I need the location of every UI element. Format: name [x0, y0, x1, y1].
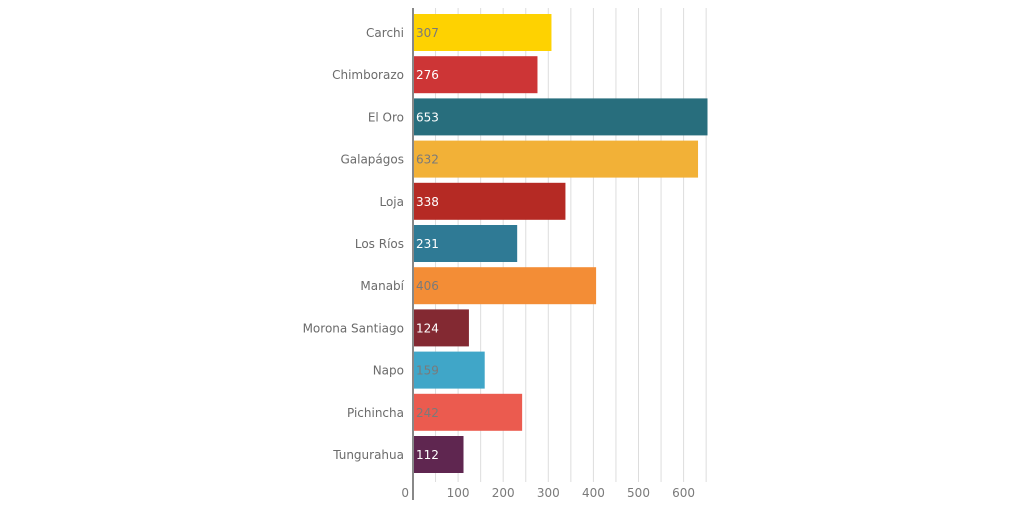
- bar-7: [413, 309, 469, 347]
- bar-value-label-10: 112: [416, 448, 439, 462]
- category-label-9: Pichincha: [347, 406, 404, 420]
- x-tick-label-600: 600: [672, 486, 695, 500]
- category-labels: Carchi Chimborazo El Oro Galapágos Loja Los R…: [303, 26, 405, 462]
- bar-5: [413, 225, 518, 262]
- bar-8: [413, 351, 485, 389]
- bar-value-label-5: 231: [416, 237, 439, 251]
- category-label-1: Chimborazo: [332, 68, 404, 82]
- x-tick-label-200: 200: [492, 486, 515, 500]
- category-label-3: Galapágos: [340, 153, 404, 167]
- category-label-4: Loja: [379, 195, 404, 209]
- bar-value-labels: 307 276 653 632 338 231 406 124 159 242 112: [416, 26, 439, 462]
- category-label-5: Los Ríos: [355, 237, 404, 251]
- bar-value-label-0: 307: [416, 26, 439, 40]
- bar-value-label-8: 159: [416, 364, 439, 378]
- category-label-8: Napo: [373, 364, 404, 378]
- category-label-6: Manabí: [360, 279, 404, 293]
- bar-6: [413, 267, 597, 305]
- x-tick-label-100: 100: [447, 486, 470, 500]
- bar-0: [413, 14, 552, 51]
- category-label-10: Tungurahua: [332, 448, 404, 462]
- category-label-2: El Oro: [368, 110, 404, 124]
- bars: [413, 14, 708, 473]
- bar-value-label-9: 242: [416, 406, 439, 420]
- bar-value-label-3: 632: [416, 153, 439, 167]
- category-label-7: Morona Santiago: [303, 321, 404, 335]
- bar-value-label-2: 653: [416, 110, 439, 124]
- x-tick-label-0: 0: [401, 486, 409, 500]
- bar-2: [413, 98, 708, 136]
- x-axis-tick-labels: 0 100 200 300 400 500 600: [401, 486, 695, 500]
- bar-4: [413, 182, 566, 220]
- x-tick-label-300: 300: [537, 486, 560, 500]
- bar-value-label-7: 124: [416, 321, 439, 335]
- bar-value-label-6: 406: [416, 279, 439, 293]
- bar-9: [413, 393, 523, 431]
- bar-1: [413, 56, 538, 94]
- x-tick-label-400: 400: [582, 486, 605, 500]
- bar-3: [413, 140, 699, 178]
- bar-10: [413, 436, 464, 473]
- bar-value-label-4: 338: [416, 195, 439, 209]
- x-tick-label-500: 500: [627, 486, 650, 500]
- category-label-0: Carchi: [366, 26, 404, 40]
- bar-value-label-1: 276: [416, 68, 439, 82]
